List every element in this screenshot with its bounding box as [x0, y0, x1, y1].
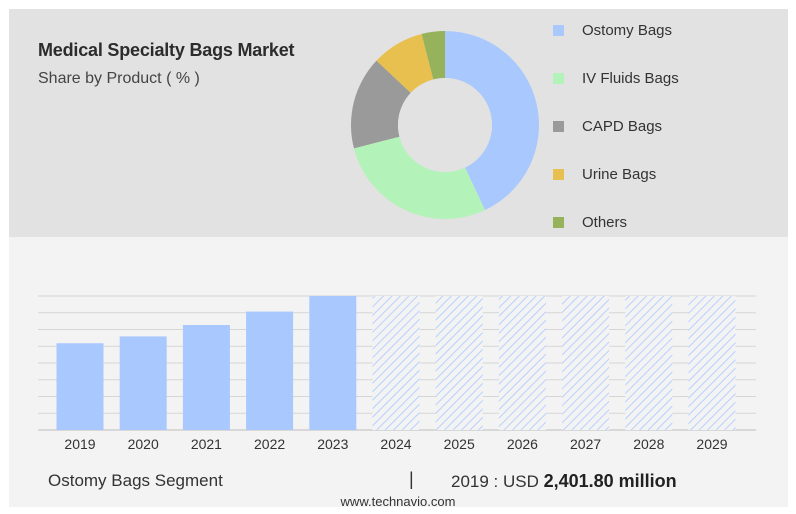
legend-item-ostomy-bags: Ostomy Bags [553, 22, 672, 39]
donut-slice-others [421, 31, 445, 80]
bar-2021 [182, 325, 230, 430]
segment-value-prefix: 2019 : USD [451, 472, 544, 491]
legend-swatch [553, 217, 564, 228]
segment-value-amount: 2,401.80 million [543, 471, 677, 491]
x-tick-2029: 2029 [696, 436, 727, 452]
legend-item-capd-bags: CAPD Bags [553, 118, 662, 135]
x-tick-2023: 2023 [317, 436, 348, 452]
bar-2020 [119, 336, 167, 430]
x-tick-2026: 2026 [507, 436, 538, 452]
bars [56, 296, 736, 430]
legend-swatch [553, 121, 564, 132]
donut-hole [398, 78, 492, 172]
bar-2019 [56, 343, 104, 430]
forecast-bar-2026 [498, 296, 546, 430]
x-tick-2022: 2022 [254, 436, 285, 452]
bar-2022 [246, 311, 294, 430]
chart-title: Medical Specialty Bags Market [38, 40, 295, 60]
legend-item-urine-bags: Urine Bags [553, 166, 656, 183]
donut-slice-urine-bags [376, 33, 434, 93]
x-tick-2028: 2028 [633, 436, 664, 452]
legend-label: Ostomy Bags [582, 22, 673, 39]
legend-label: CAPD Bags [582, 118, 663, 135]
segment-value: 2019 : USD 2,401.80 million [451, 471, 677, 492]
footer-divider: | [409, 469, 414, 489]
forecast-bar-2024 [372, 296, 420, 430]
x-tick-2027: 2027 [570, 436, 601, 452]
x-tick-2025: 2025 [444, 436, 475, 452]
legend-label: Others [582, 214, 628, 231]
donut-slice-capd-bags [351, 60, 411, 149]
segment-label: Ostomy Bags Segment [48, 471, 223, 490]
chart-subtitle: Share by Product ( % ) [38, 70, 200, 87]
forecast-bar-2028 [625, 296, 673, 430]
x-tick-labels: 2019 2020 2021 2022 2023 2024 2025 2026 2027 2028… [64, 436, 727, 452]
legend-swatch [553, 73, 564, 84]
bar-chart: 2019 2020 2021 2022 2023 2024 2025 2026 2027 2028… [38, 295, 756, 452]
x-tick-2024: 2024 [380, 436, 411, 452]
donut-slice-iv-fluids-bags [353, 136, 486, 219]
forecast-bar-2029 [688, 296, 736, 430]
donut-slice-ostomy-bags [445, 31, 539, 211]
source-link[interactable]: www.technavio.com [340, 494, 456, 509]
forecast-bar-2027 [562, 296, 610, 430]
legend-label: IV Fluids Bags [582, 70, 679, 87]
forecast-bar-2025 [435, 296, 483, 430]
bar-2023 [309, 296, 357, 430]
legend-item-iv-fluids-bags: IV Fluids Bags [553, 70, 679, 87]
legend-label: Urine Bags [582, 166, 657, 183]
legend-item-others: Others [553, 214, 627, 231]
x-tick-2020: 2020 [128, 436, 159, 452]
x-tick-2019: 2019 [64, 436, 95, 452]
legend-swatch [553, 25, 564, 36]
legend-swatch [553, 169, 564, 180]
donut-chart [351, 31, 539, 219]
x-tick-2021: 2021 [191, 436, 222, 452]
